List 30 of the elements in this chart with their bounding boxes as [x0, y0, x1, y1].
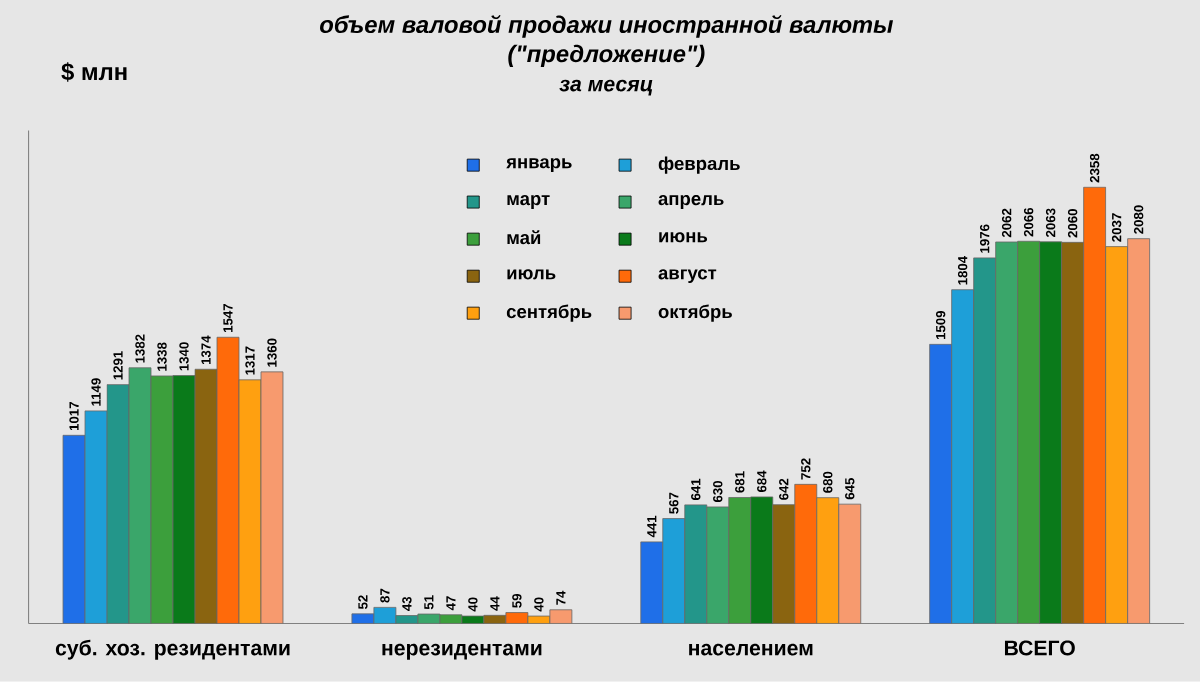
legend-label: август [658, 269, 717, 284]
x-tick-label: суб. хоз. резидентами [55, 639, 290, 660]
bar [750, 496, 774, 624]
bar [238, 379, 262, 624]
bar [1061, 242, 1085, 624]
bar [1127, 238, 1151, 624]
bar [260, 371, 284, 624]
legend-label: май [507, 230, 541, 245]
x-tick-label: населением [689, 643, 813, 656]
bar [172, 375, 196, 624]
legend-label: март [507, 195, 550, 210]
legend-label: февраль [658, 156, 740, 174]
y-axis-title: $ млн [61, 62, 127, 82]
bar [816, 497, 840, 624]
text: за месяц [559, 79, 653, 96]
legend-label: июль [507, 269, 556, 280]
legend-label: сентябрь [506, 304, 592, 322]
bar [838, 503, 862, 624]
legend-label: октябрь [658, 304, 732, 322]
chart-title: объем валовой продажи иностранной валюты [320, 15, 894, 38]
legend-label: июнь [659, 232, 708, 243]
x-tick-label: ВСЕГО [1004, 640, 1075, 656]
bar [194, 368, 218, 624]
x-tick-label: нерезидентами [382, 643, 542, 660]
bar [1039, 241, 1063, 624]
legend-label: январь [506, 158, 572, 173]
legend-label: апрель [658, 195, 724, 210]
bar [1105, 246, 1129, 624]
chart-subtitle: ("предложение") [508, 44, 705, 68]
bar [772, 504, 796, 624]
